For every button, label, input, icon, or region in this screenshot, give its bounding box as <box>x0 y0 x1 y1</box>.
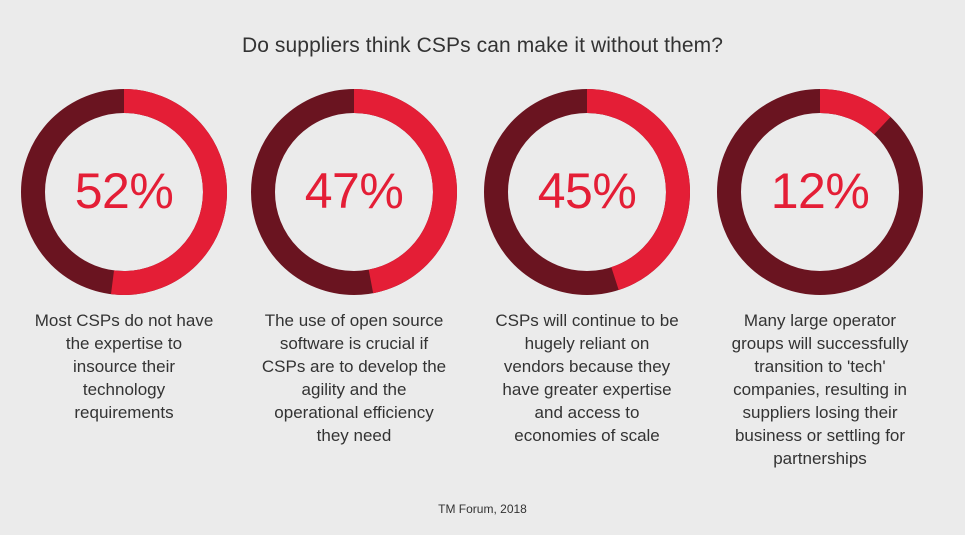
caption-line: and access to <box>534 403 640 422</box>
caption-3: CSPs will continue to be hugely reliant … <box>481 309 693 447</box>
value-arc <box>484 89 690 295</box>
donut-ring-2 <box>251 89 457 295</box>
value-arc <box>21 89 227 295</box>
chart-title: Do suppliers think CSPs can make it with… <box>241 34 724 57</box>
value-arc <box>717 89 923 295</box>
caption-line: business or settling for <box>734 426 906 445</box>
percentage-label: 47% <box>304 163 404 219</box>
caption-line: requirements <box>74 403 174 422</box>
percentage-label: 12% <box>770 163 870 219</box>
donut-ring-3 <box>484 89 690 295</box>
caption-4: Many large operator groups will successf… <box>714 309 926 470</box>
value-arc <box>251 89 457 295</box>
donut-chart-1: 52% <box>21 89 227 295</box>
caption-line: they need <box>316 426 392 445</box>
caption-line: operational efficiency <box>274 403 434 422</box>
caption-line: transition to 'tech' <box>754 357 886 376</box>
caption-line: technology <box>82 380 166 399</box>
caption-line: insource their <box>72 357 176 376</box>
caption-line: software is crucial if <box>279 334 429 353</box>
caption-line: CSPs will continue to be <box>495 311 679 330</box>
caption-1: Most CSPs do not have the expertise to i… <box>18 309 230 424</box>
donut-ring-4 <box>717 89 923 295</box>
caption-line: The use of open source <box>264 311 444 330</box>
percentage-label: 52% <box>74 163 174 219</box>
caption-line: have greater expertise <box>502 380 672 399</box>
caption-line: CSPs are to develop the <box>261 357 447 376</box>
caption-line: the expertise to <box>65 334 183 353</box>
caption-line: suppliers losing their <box>742 403 898 422</box>
caption-line: vendors because they <box>503 357 671 376</box>
source-note: TM Forum, 2018 <box>438 502 527 516</box>
caption-line: Most CSPs do not have <box>34 311 214 330</box>
donut-chart-3: 45% <box>484 89 690 295</box>
donut-chart-4: 12% <box>717 89 923 295</box>
donut-chart-2: 47% <box>251 89 457 295</box>
percentage-label: 45% <box>537 163 637 219</box>
caption-line: Many large operator <box>743 311 897 330</box>
caption-line: groups will successfully <box>731 334 909 353</box>
caption-2: The use of open source software is cruci… <box>248 309 460 447</box>
caption-line: hugely reliant on <box>524 334 650 353</box>
donut-ring-1 <box>21 89 227 295</box>
caption-line: agility and the <box>301 380 407 399</box>
caption-line: partnerships <box>773 449 867 468</box>
caption-line: companies, resulting in <box>733 380 907 399</box>
caption-line: economies of scale <box>514 426 660 445</box>
